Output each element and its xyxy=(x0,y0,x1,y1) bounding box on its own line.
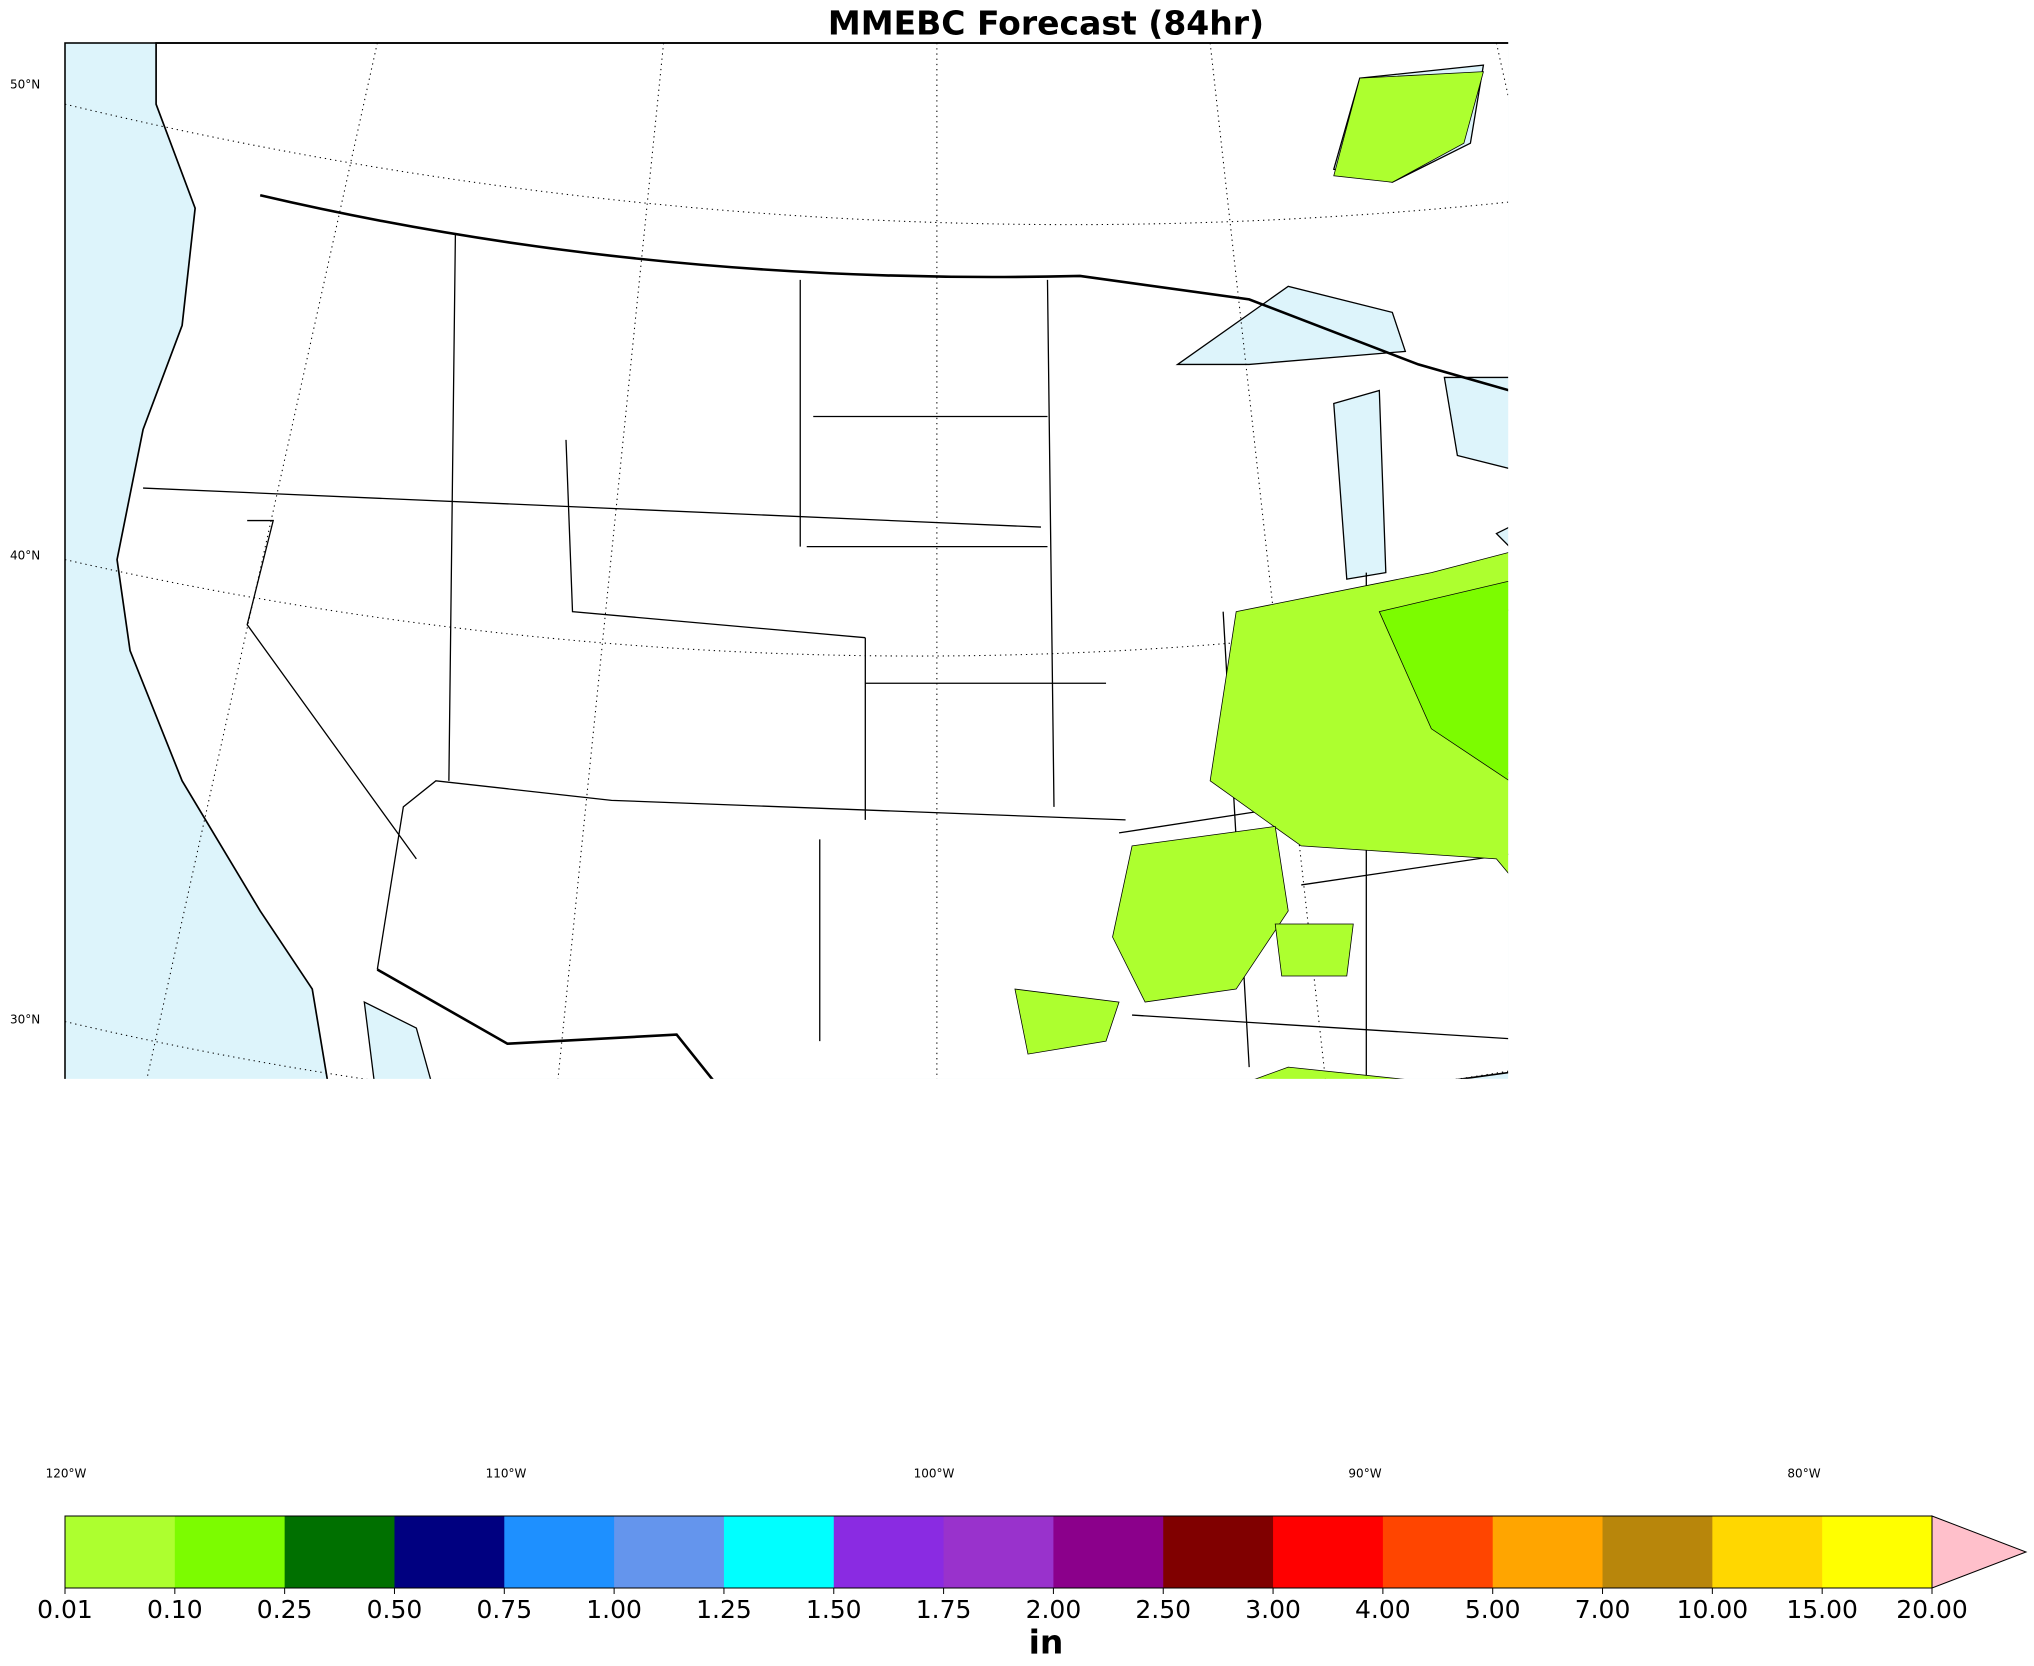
colorbar-tick-label: 1.25 xyxy=(696,1595,752,1624)
colorbar-tick-label: 7.00 xyxy=(1575,1595,1631,1624)
colorbar-segment xyxy=(1273,1516,1384,1588)
colorbar-segment xyxy=(1163,1516,1274,1588)
colorbar-tick-label: 2.00 xyxy=(1026,1595,1082,1624)
labels: 50°N 40°N 30°N 120°W 110°W 100°W 90°W 80°W xyxy=(10,78,1821,1481)
colorbar-unit: in xyxy=(1029,1623,1064,1662)
map-frame xyxy=(64,42,1509,1079)
colorbar: 0.01 0.10 0.25 0.50 0.75 1.00 1.25 1.50 1.75 2.00… xyxy=(37,1515,2028,1662)
gulf-california xyxy=(363,1000,432,1079)
colorbar-tick-label: 1.00 xyxy=(586,1595,642,1624)
colorbar-segment xyxy=(1492,1516,1604,1588)
colorbar-tick-label: 3.00 xyxy=(1245,1595,1301,1624)
colorbar-segment xyxy=(65,1516,176,1588)
colorbar-segment xyxy=(943,1516,1054,1588)
lon-label: 110°W xyxy=(486,1467,527,1481)
lat-label: 40°N xyxy=(10,549,40,563)
colorbar-segment xyxy=(394,1516,505,1588)
colorbar-frame xyxy=(64,1515,1933,1589)
colorbar-segment xyxy=(1822,1516,1933,1588)
map xyxy=(64,42,1951,1418)
graticule xyxy=(64,42,1509,1079)
colorbar-tick-label: 2.50 xyxy=(1135,1595,1191,1624)
colorbar-tick-label: 10.00 xyxy=(1677,1595,1749,1624)
colorbar-segment xyxy=(284,1516,395,1588)
precipitation xyxy=(1014,71,1509,1079)
land xyxy=(116,42,1509,1079)
colorbar-segment xyxy=(504,1516,615,1588)
colorbar-tick-label: 1.75 xyxy=(916,1595,972,1624)
lat-label: 50°N xyxy=(10,78,40,92)
colorbar-segment xyxy=(1712,1516,1823,1588)
cuba xyxy=(1535,1223,1951,1418)
colorbar-tick-label: 1.50 xyxy=(806,1595,862,1624)
lon-label: 80°W xyxy=(1787,1467,1820,1481)
lon-label: 100°W xyxy=(914,1467,955,1481)
colorbar-tick-label: 5.00 xyxy=(1465,1595,1521,1624)
title: MMEBC Forecast (84hr) xyxy=(828,4,1264,43)
colorbar-tick-label: 0.10 xyxy=(147,1595,203,1624)
colorbar-extend xyxy=(1931,1515,2028,1589)
colorbar-segment xyxy=(174,1516,286,1588)
lon-label: 90°W xyxy=(1348,1467,1381,1481)
colorbar-segment xyxy=(1602,1516,1713,1588)
colorbar-segment xyxy=(723,1516,835,1588)
colorbar-tick-label: 0.75 xyxy=(476,1595,532,1624)
colorbar-tick-label: 20.00 xyxy=(1896,1595,1968,1624)
colorbar-tick-label: 15.00 xyxy=(1786,1595,1858,1624)
colorbar-segment xyxy=(1382,1516,1494,1588)
colorbar-segment xyxy=(833,1516,945,1588)
lon-label: 120°W xyxy=(46,1467,87,1481)
colorbar-tick-label: 4.00 xyxy=(1355,1595,1411,1624)
colorbar-tick-label: 0.01 xyxy=(37,1595,93,1624)
colorbar-segment xyxy=(614,1516,725,1588)
colorbar-tick-label: 0.50 xyxy=(367,1595,423,1624)
colorbar-tick-label: 0.25 xyxy=(257,1595,313,1624)
colorbar-segment xyxy=(1053,1516,1164,1588)
lat-label: 30°N xyxy=(10,1013,40,1027)
